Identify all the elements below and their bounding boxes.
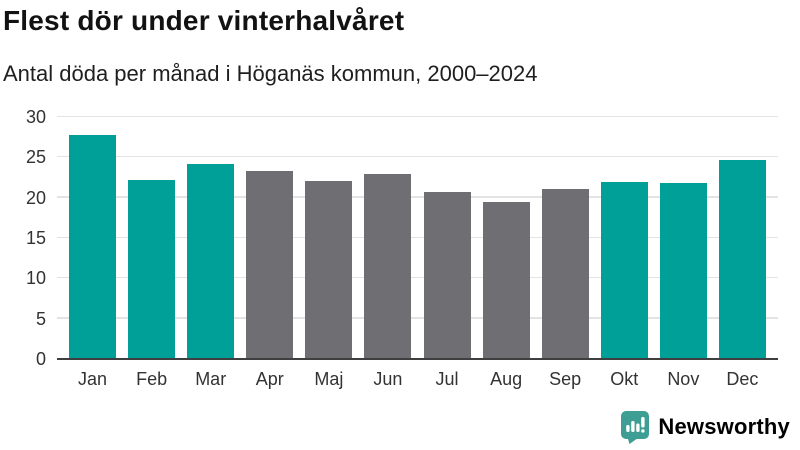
bar-slot-apr — [240, 117, 299, 359]
bar-nov — [659, 183, 707, 359]
bar-jun — [364, 174, 412, 359]
y-axis-labels: 0 5 10 15 20 25 30 — [0, 108, 46, 368]
x-label-dec: Dec — [726, 369, 759, 389]
bar-slot-jul — [417, 117, 476, 359]
x-label-feb: Feb — [136, 369, 168, 389]
bar-slot-okt — [595, 117, 654, 359]
plot-area — [57, 115, 778, 359]
x-label-sep: Sep — [549, 369, 582, 389]
bar-jul — [423, 192, 471, 359]
newsworthy-logo[interactable]: Newsworthy — [620, 410, 790, 444]
bar-slot-aug — [477, 117, 536, 359]
y-tick-25: 25 — [25, 147, 46, 168]
y-tick-0: 0 — [35, 349, 46, 369]
bar-maj — [305, 180, 353, 359]
gridline-30 — [57, 115, 778, 117]
y-tick-30: 30 — [25, 107, 46, 127]
bar-slot-nov — [654, 117, 713, 359]
chart-title: Flest dör under vinterhalvåret — [3, 5, 405, 36]
x-label-apr: Apr — [255, 369, 284, 389]
bar-series — [57, 117, 778, 359]
x-label-mar: Mar — [195, 369, 227, 389]
bar-slot-dec — [713, 117, 772, 359]
bar-jan — [69, 134, 117, 359]
bar-slot-maj — [299, 117, 358, 359]
gridline-25 — [57, 155, 778, 158]
newsworthy-logo-text: Newsworthy — [658, 414, 790, 439]
gridline-20 — [57, 196, 778, 198]
bar-sep — [541, 188, 589, 359]
x-label-nov: Nov — [667, 369, 700, 389]
x-label-jul: Jul — [435, 369, 459, 389]
bar-mar — [187, 163, 235, 359]
gridline-10 — [57, 276, 778, 279]
bar-slot-sep — [536, 117, 595, 359]
x-axis-labels: Jan Feb Mar Apr Maj Jun Jul Aug Sep Okt Nov Dec — [57, 369, 778, 390]
y-tick-15: 15 — [25, 228, 46, 248]
bar-okt — [600, 181, 648, 359]
newsworthy-bubble-chart-icon — [620, 410, 650, 444]
bar-slot-jan — [63, 117, 122, 359]
y-tick-10: 10 — [25, 268, 46, 289]
chart-subtitle: Antal döda per månad i Höganäs kommun, 2… — [3, 61, 538, 86]
bar-aug — [482, 201, 530, 359]
y-tick-5: 5 — [35, 308, 46, 329]
x-axis-line — [57, 357, 778, 360]
bar-apr — [246, 171, 294, 359]
x-label-aug: Aug — [490, 369, 523, 389]
gridline-5 — [57, 317, 778, 319]
x-label-maj: Maj — [314, 369, 344, 389]
bar-slot-jun — [358, 117, 417, 359]
y-tick-20: 20 — [25, 187, 46, 208]
bar-dec — [718, 159, 766, 359]
x-label-okt: Okt — [610, 369, 639, 389]
bar-feb — [128, 179, 176, 359]
gridline-15 — [57, 236, 778, 238]
bar-slot-mar — [181, 117, 240, 359]
x-label-jan: Jan — [78, 369, 108, 389]
bar-slot-feb — [122, 117, 181, 359]
x-label-jun: Jun — [373, 369, 403, 389]
